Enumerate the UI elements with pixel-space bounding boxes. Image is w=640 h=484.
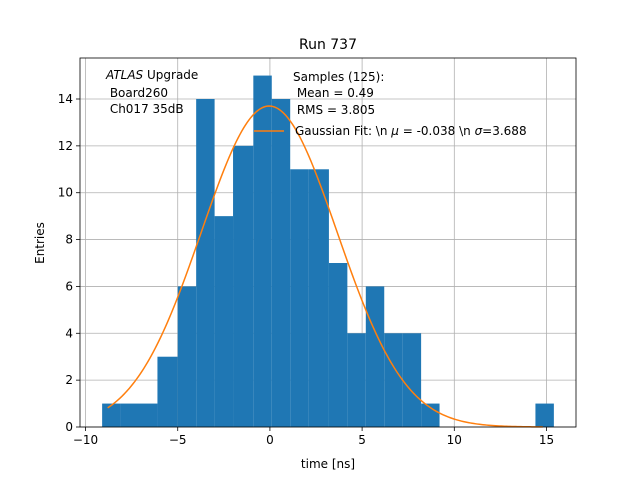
histogram-bar bbox=[139, 403, 158, 427]
gaussian-fit-line bbox=[107, 105, 543, 428]
mean-label: Mean = 0.49 bbox=[293, 86, 374, 100]
atlas-label-rest: Upgrade bbox=[143, 68, 198, 82]
plot-frame bbox=[79, 57, 577, 428]
chart-title: Run 737 bbox=[299, 37, 357, 53]
x-tick-label: 0 bbox=[266, 433, 274, 447]
y-tick-label: 2 bbox=[65, 373, 73, 387]
legend-fit-text-1: Gaussian Fit: \n bbox=[295, 124, 391, 138]
legend-sigma-symbol: σ bbox=[475, 124, 483, 138]
histogram-bar bbox=[328, 263, 348, 427]
legend-fit-text-2: = -0.038 \n bbox=[399, 124, 475, 138]
histogram-bar bbox=[271, 99, 291, 427]
y-axis-label: Entries bbox=[33, 222, 47, 264]
histogram-bar bbox=[308, 169, 329, 428]
x-tick-label: 15 bbox=[539, 433, 554, 447]
histogram-bar bbox=[402, 333, 422, 427]
histogram-bar bbox=[120, 403, 140, 427]
histogram-bar bbox=[177, 286, 197, 427]
axis-ticks: −10 −5 0 5 10 15 0 2 4 6 8 10 12 14 bbox=[58, 92, 554, 447]
x-tick-label: −10 bbox=[73, 433, 98, 447]
atlas-label: ATLAS Upgrade bbox=[105, 68, 198, 82]
histogram-bar bbox=[157, 356, 178, 427]
x-tick-label: −5 bbox=[169, 433, 187, 447]
atlas-label-italic: ATLAS bbox=[105, 68, 144, 82]
channel-label: Ch017 35dB bbox=[106, 102, 184, 116]
y-tick-label: 8 bbox=[65, 233, 73, 247]
y-tick-label: 12 bbox=[58, 139, 73, 153]
y-tick-label: 4 bbox=[65, 326, 73, 340]
legend-fit-label: Gaussian Fit: \n μ = -0.038 \n σ=3.688 bbox=[295, 124, 527, 138]
histogram-bar bbox=[233, 145, 254, 427]
x-tick-label: 5 bbox=[358, 433, 366, 447]
x-tick-label: 10 bbox=[447, 433, 462, 447]
x-axis-label: time [ns] bbox=[301, 457, 355, 471]
samples-label: Samples (125): bbox=[293, 70, 384, 84]
histogram-bar bbox=[535, 403, 554, 427]
board-label: Board260 bbox=[106, 86, 168, 100]
histogram-bar bbox=[290, 169, 309, 428]
histogram-bar bbox=[421, 403, 440, 427]
rms-label: RMS = 3.805 bbox=[293, 103, 375, 117]
histogram-bar bbox=[347, 333, 366, 427]
histogram-bar bbox=[214, 216, 234, 427]
y-tick-label: 6 bbox=[65, 279, 73, 293]
legend-fit-text-3: =3.688 bbox=[482, 124, 526, 138]
legend: Gaussian Fit: \n μ = -0.038 \n σ=3.688 bbox=[254, 124, 527, 138]
legend-mu-symbol: μ bbox=[390, 124, 399, 138]
histogram-bar bbox=[365, 286, 385, 427]
histogram-bar bbox=[384, 333, 403, 427]
y-tick-label: 10 bbox=[58, 186, 73, 200]
histogram-bar bbox=[253, 75, 272, 428]
histogram-bar bbox=[102, 403, 121, 427]
histogram-bar bbox=[196, 99, 215, 427]
y-tick-label: 0 bbox=[65, 420, 73, 434]
y-tick-label: 14 bbox=[58, 92, 73, 106]
